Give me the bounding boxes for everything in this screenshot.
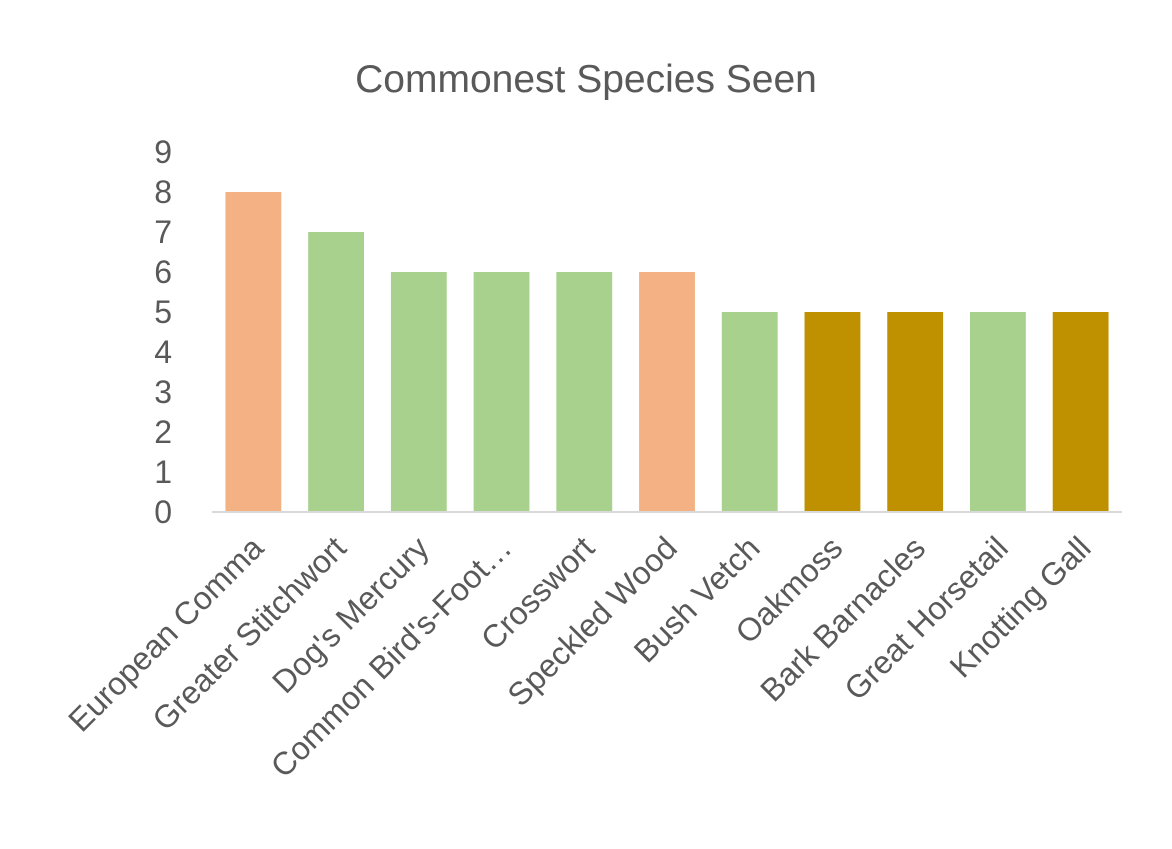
y-tick-label: 5 [154, 294, 172, 330]
y-tick-label: 7 [154, 214, 172, 250]
bars [225, 192, 1109, 512]
y-tick-label: 3 [154, 374, 172, 410]
y-tick-label: 1 [154, 454, 172, 490]
y-axis-ticks: 0 1 2 3 4 5 6 7 8 9 [154, 134, 172, 530]
y-tick-label: 8 [154, 174, 172, 210]
y-tick-label: 9 [154, 134, 172, 170]
bar [308, 232, 365, 512]
bar [390, 272, 447, 512]
bar [721, 312, 778, 512]
bar [804, 312, 861, 512]
y-tick-label: 0 [154, 494, 172, 530]
y-tick-label: 4 [154, 334, 172, 370]
chart-title: Commonest Species Seen [355, 58, 817, 101]
bar [969, 312, 1026, 512]
y-tick-label: 6 [154, 254, 172, 290]
y-tick-label: 2 [154, 414, 172, 450]
bar [225, 192, 282, 512]
bar [556, 272, 613, 512]
bar [887, 312, 944, 512]
bar [1052, 312, 1109, 512]
bar [639, 272, 695, 512]
bar [473, 272, 530, 512]
